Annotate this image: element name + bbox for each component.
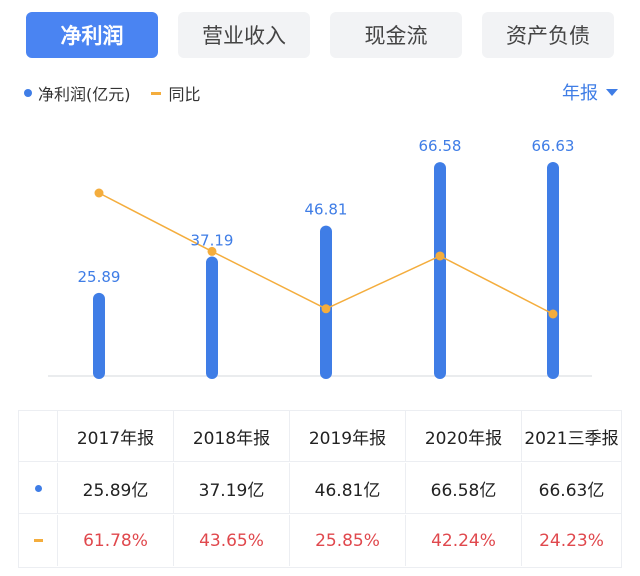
growth-cell: 61.78% — [57, 515, 173, 566]
header-cell: 2018年报 — [173, 411, 289, 462]
bar-2017年报 — [93, 292, 105, 379]
value-cell: 37.19亿 — [173, 463, 289, 514]
bar-legend-label: 净利润(亿元) — [38, 85, 131, 104]
row-marker — [19, 463, 57, 514]
header-cell: 2020年报 — [405, 411, 521, 462]
tab-cash-flow[interactable]: 现金流 — [330, 12, 462, 58]
table-corner — [19, 411, 57, 462]
yoy-point — [321, 304, 331, 314]
bar-value-label: 46.81 — [305, 201, 348, 219]
chart-legend: 净利润(亿元) 同比 — [24, 80, 201, 106]
bar-2020年报 — [434, 162, 446, 379]
line-legend-label: 同比 — [168, 85, 201, 104]
value-cell: 46.81亿 — [289, 463, 405, 514]
yoy-point — [94, 188, 104, 198]
metric-tabs: 净利润 营业收入 现金流 资产负债 — [26, 12, 620, 58]
data-table: 2017年报 2018年报 2019年报 2020年报 2021三季报 25.8… — [18, 410, 622, 568]
bar-2021三季报 — [547, 162, 559, 379]
table-header-row: 2017年报 2018年报 2019年报 2020年报 2021三季报 — [19, 411, 621, 462]
bar-2018年报 — [206, 256, 218, 379]
header-cell: 2017年报 — [57, 411, 173, 462]
row-marker — [19, 515, 57, 566]
table-row-yoy: 61.78% 43.65% 25.85% 42.24% 24.23% — [19, 515, 621, 566]
period-selector-label: 年报 — [562, 83, 598, 104]
chevron-down-icon — [606, 88, 618, 96]
growth-cell: 24.23% — [521, 515, 621, 566]
header-cell: 2021三季报 — [521, 411, 621, 462]
bar-value-label: 25.89 — [78, 268, 121, 286]
growth-cell: 43.65% — [173, 515, 289, 566]
yoy-point — [435, 251, 445, 261]
value-cell: 66.58亿 — [405, 463, 521, 514]
bar-value-label: 66.58 — [419, 137, 462, 155]
table-row-net-profit: 25.89亿 37.19亿 46.81亿 66.58亿 66.63亿 — [19, 463, 621, 514]
tab-net-profit[interactable]: 净利润 — [26, 12, 158, 58]
line-legend-dash-icon — [150, 91, 161, 95]
bar-2019年报 — [320, 225, 332, 379]
header-cell: 2019年报 — [289, 411, 405, 462]
net-profit-chart: 25.89 37.19 46.81 66.58 66.63 — [48, 137, 592, 379]
value-cell: 66.63亿 — [521, 463, 621, 514]
bar-series-dot-icon — [34, 485, 42, 492]
growth-cell: 25.85% — [289, 515, 405, 566]
yoy-point — [207, 246, 217, 256]
value-cell: 25.89亿 — [57, 463, 173, 514]
bar-legend-dot-icon — [24, 89, 32, 97]
bar-value-label: 37.19 — [191, 232, 234, 250]
growth-cell: 42.24% — [405, 515, 521, 566]
period-selector[interactable]: 年报 — [562, 78, 618, 106]
tab-balance-sheet[interactable]: 资产负债 — [482, 12, 614, 58]
bar-value-label: 66.63 — [532, 137, 575, 155]
tab-revenue[interactable]: 营业收入 — [178, 12, 310, 58]
yoy-point — [548, 309, 558, 319]
line-series-dash-icon — [33, 539, 43, 542]
